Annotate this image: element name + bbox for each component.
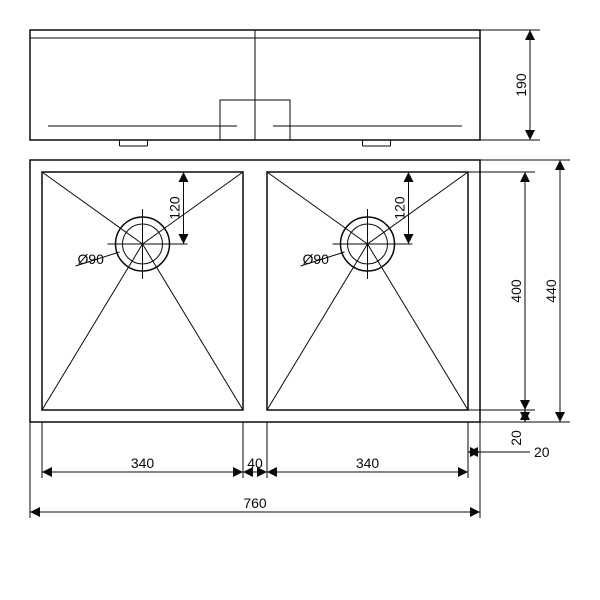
arrowhead-icon [555,412,565,422]
arrowhead-icon [404,172,414,182]
drawing-line [267,244,368,410]
drawing-line [267,172,368,244]
arrowhead-icon [525,130,535,140]
drawing-rect [42,172,243,410]
drawing-line [368,244,469,410]
dim-label: 120 [392,196,408,220]
arrowhead-icon [458,467,468,477]
drawing-line [143,244,244,410]
arrowhead-icon [470,507,480,517]
dim-label: 20 [534,444,550,460]
drawing-rect [30,160,480,422]
drawing-line [42,172,143,244]
drawing-line [42,244,143,410]
arrowhead-icon [520,172,530,182]
dim-label: 760 [243,495,267,511]
arrowhead-icon [267,467,277,477]
dim-label: 440 [543,279,559,303]
dim-label: 40 [247,455,263,471]
drawing-line [143,172,244,244]
drawing-rect [267,172,468,410]
arrowhead-icon [179,234,189,244]
arrowhead-icon [42,467,52,477]
dim-label: 120 [167,196,183,220]
arrowhead-icon [233,467,243,477]
arrowhead-icon [525,30,535,40]
arrowhead-icon [179,172,189,182]
drawing-line [368,172,469,244]
dim-label: 20 [508,430,524,446]
dim-label: 340 [131,455,155,471]
arrowhead-icon [30,507,40,517]
dim-label: 190 [513,73,529,97]
arrowhead-icon [404,234,414,244]
dim-label: 340 [356,455,380,471]
dim-label: 400 [508,279,524,303]
arrowhead-icon [555,160,565,170]
arrowhead-icon [520,400,530,410]
